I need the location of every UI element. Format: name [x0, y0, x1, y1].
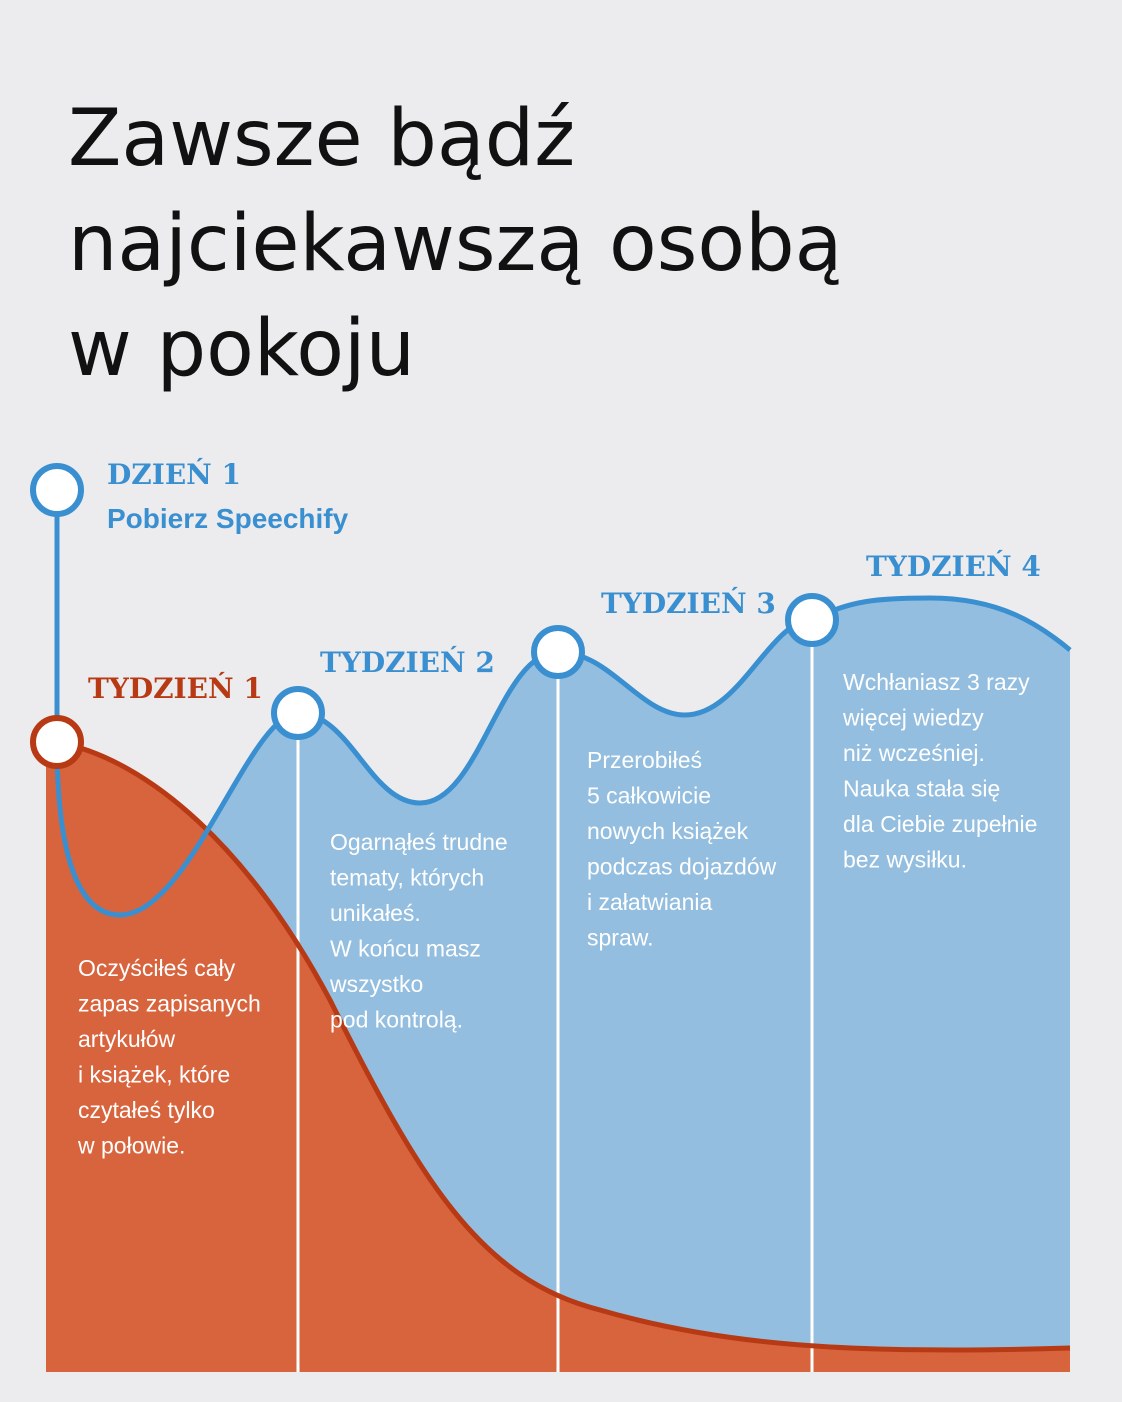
milestone-description: podczas dojazdów: [587, 854, 777, 880]
milestone-description: W końcu masz: [330, 936, 481, 962]
milestone-description: więcej wiedzy: [842, 705, 984, 731]
milestone-description: i książek, które: [78, 1062, 230, 1088]
orange-area: [46, 742, 1070, 1372]
milestone-description: wszystko: [329, 971, 423, 997]
nodes: [30, 463, 839, 769]
title-line: najciekawszą osobą: [68, 199, 842, 289]
milestone-description: niż wcześniej.: [843, 740, 985, 766]
milestone-description: spraw.: [587, 925, 653, 951]
milestone-description: Ogarnąłeś trudne: [330, 829, 508, 855]
milestone-description: Oczyściłeś cały: [78, 955, 236, 981]
blue-line: [54, 490, 1072, 918]
milestone-description: artykułów: [78, 1026, 176, 1052]
milestone-label: TYDZIEŃ 4: [866, 550, 1041, 583]
milestone-description: nowych książek: [587, 818, 749, 844]
milestone-description: Nauka stała się: [843, 776, 1000, 802]
node: [785, 593, 839, 647]
title-line: Zawsze bądź: [68, 94, 575, 184]
milestone-description: zapas zapisanych: [78, 991, 261, 1017]
title-line: w pokoju: [68, 304, 415, 394]
milestone-label: TYDZIEŃ 3: [601, 587, 776, 620]
milestone-description: czytałeś tylko: [78, 1097, 215, 1123]
node: [271, 686, 325, 740]
milestone-subtitle: Pobierz Speechify: [107, 503, 349, 534]
milestone-description: unikałeś.: [330, 900, 421, 926]
milestone-description: dla Ciebie zupełnie: [843, 811, 1037, 837]
milestone-description: Wchłaniasz 3 razy: [843, 669, 1030, 695]
milestone-description: i załatwiania: [587, 889, 712, 915]
node: [30, 463, 84, 517]
milestone-description: pod kontrolą.: [330, 1007, 463, 1033]
milestone-label: DZIEŃ 1: [107, 458, 241, 491]
milestone-description: Przerobiłeś: [587, 747, 702, 773]
milestone-description: bez wysiłku.: [843, 847, 967, 873]
milestone-description: w połowie.: [77, 1133, 185, 1159]
milestone-label: TYDZIEŃ 2: [320, 646, 495, 679]
dividers: [296, 620, 814, 1372]
node: [30, 715, 84, 769]
milestone-description: tematy, których: [330, 865, 484, 891]
milestone-label: TYDZIEŃ 1: [88, 672, 263, 705]
milestone-description: 5 całkowicie: [587, 783, 711, 809]
node: [531, 625, 585, 679]
